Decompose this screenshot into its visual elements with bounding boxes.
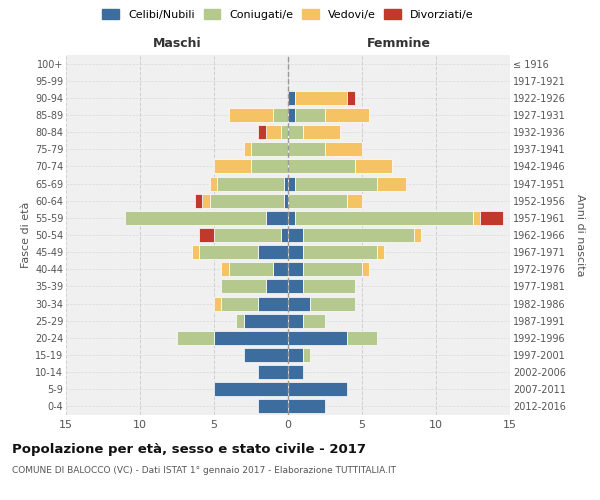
Bar <box>288 365 303 379</box>
Bar <box>214 331 288 345</box>
Bar <box>209 176 217 190</box>
Text: Popolazione per età, sesso e stato civile - 2017: Popolazione per età, sesso e stato civil… <box>12 442 366 456</box>
Legend: Celibi/Nubili, Coniugati/e, Vedovi/e, Divorziati/e: Celibi/Nubili, Coniugati/e, Vedovi/e, Di… <box>99 6 477 23</box>
Bar <box>251 142 288 156</box>
Bar <box>303 228 414 242</box>
Y-axis label: Anni di nascita: Anni di nascita <box>575 194 585 276</box>
Bar <box>221 262 229 276</box>
Bar <box>214 160 251 173</box>
Bar <box>259 400 288 413</box>
Bar <box>199 228 214 242</box>
Bar <box>266 211 288 225</box>
Bar <box>214 228 281 242</box>
Bar <box>266 125 281 139</box>
Bar <box>202 194 209 207</box>
Bar <box>229 108 273 122</box>
Bar <box>288 211 295 225</box>
Bar <box>281 228 288 242</box>
Bar <box>273 108 288 122</box>
Y-axis label: Fasce di età: Fasce di età <box>20 202 31 268</box>
Bar <box>244 314 288 328</box>
Bar <box>288 348 303 362</box>
Bar <box>288 91 295 105</box>
Bar <box>414 228 421 242</box>
Bar <box>288 280 303 293</box>
Bar <box>192 245 199 259</box>
Bar <box>303 280 355 293</box>
Bar <box>355 160 392 173</box>
Bar <box>288 382 347 396</box>
Bar <box>288 160 355 173</box>
Bar <box>288 176 295 190</box>
Bar <box>259 296 288 310</box>
Bar <box>214 382 288 396</box>
Bar <box>259 365 288 379</box>
Bar <box>288 125 303 139</box>
Bar <box>325 108 370 122</box>
Bar <box>347 194 362 207</box>
Bar <box>221 280 266 293</box>
Bar <box>325 142 362 156</box>
Bar <box>288 245 303 259</box>
Bar <box>209 194 284 207</box>
Bar <box>125 211 266 225</box>
Text: Maschi: Maschi <box>152 37 202 50</box>
Bar <box>229 262 273 276</box>
Bar <box>214 296 221 310</box>
Bar <box>347 91 355 105</box>
Bar <box>303 125 340 139</box>
Bar <box>284 176 288 190</box>
Bar <box>244 348 288 362</box>
Bar <box>266 280 288 293</box>
Bar <box>295 211 473 225</box>
Bar <box>295 108 325 122</box>
Bar <box>217 176 284 190</box>
Bar <box>288 108 295 122</box>
Text: Femmine: Femmine <box>367 37 431 50</box>
Bar <box>259 125 266 139</box>
Text: COMUNE DI BALOCCO (VC) - Dati ISTAT 1° gennaio 2017 - Elaborazione TUTTITALIA.IT: COMUNE DI BALOCCO (VC) - Dati ISTAT 1° g… <box>12 466 396 475</box>
Bar <box>303 314 325 328</box>
Bar <box>303 348 310 362</box>
Bar <box>288 296 310 310</box>
Bar <box>481 211 503 225</box>
Bar <box>347 331 377 345</box>
Bar <box>288 228 303 242</box>
Bar <box>288 142 325 156</box>
Bar <box>199 245 259 259</box>
Bar <box>303 262 362 276</box>
Bar <box>377 245 384 259</box>
Bar <box>284 194 288 207</box>
Bar <box>303 245 377 259</box>
Bar <box>236 314 244 328</box>
Bar <box>377 176 406 190</box>
Bar <box>295 91 347 105</box>
Bar <box>288 262 303 276</box>
Bar <box>259 245 288 259</box>
Bar <box>288 331 347 345</box>
Bar <box>244 142 251 156</box>
Bar <box>288 314 303 328</box>
Bar <box>251 160 288 173</box>
Bar <box>362 262 370 276</box>
Bar <box>273 262 288 276</box>
Bar <box>195 194 202 207</box>
Bar <box>473 211 481 225</box>
Bar <box>281 125 288 139</box>
Bar <box>221 296 259 310</box>
Bar <box>177 331 214 345</box>
Bar <box>310 296 355 310</box>
Bar <box>288 400 325 413</box>
Bar <box>295 176 377 190</box>
Bar <box>288 194 347 207</box>
